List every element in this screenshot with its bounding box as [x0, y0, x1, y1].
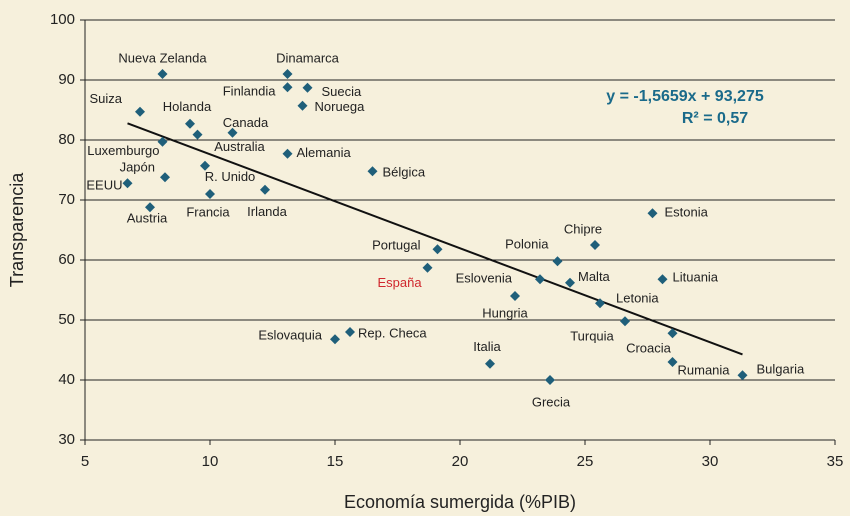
x-tick-label: 20 — [452, 453, 469, 470]
y-tick-label: 50 — [58, 311, 75, 328]
x-tick-label: 10 — [202, 453, 219, 470]
point-label: Francia — [186, 204, 230, 219]
point-label: Malta — [578, 269, 611, 284]
point-label: Holanda — [163, 99, 212, 114]
point — [145, 202, 155, 213]
equation: y = -1,5659x + 93,275 — [606, 88, 764, 105]
point — [122, 178, 133, 189]
point — [647, 208, 658, 219]
point-label: Irlanda — [247, 204, 288, 219]
point — [200, 160, 210, 171]
point-label: Turquia — [570, 329, 614, 344]
point-label: R. Unido — [205, 169, 256, 184]
point-label: Rep. Checa — [358, 325, 427, 340]
point — [330, 334, 340, 345]
point — [510, 291, 520, 301]
point-label: Polonia — [505, 237, 549, 252]
point-label: Noruega — [315, 99, 366, 114]
point-label: Eslovaquia — [258, 328, 322, 343]
point — [135, 106, 145, 117]
point — [595, 298, 605, 309]
point — [185, 118, 195, 129]
y-tick-label: 70 — [58, 191, 75, 208]
y-tick-label: 30 — [58, 431, 75, 448]
point — [545, 375, 555, 385]
point-label: Estonia — [665, 205, 709, 220]
x-tick-label: 15 — [327, 453, 344, 470]
y-tick-label: 100 — [50, 11, 75, 28]
point-label: Chipre — [564, 221, 602, 236]
point-label: Nueva Zelanda — [118, 50, 207, 65]
point — [260, 184, 270, 195]
trendline — [127, 122, 743, 356]
point-label: Suecia — [322, 84, 363, 99]
point-label: Eslovenia — [456, 271, 513, 286]
point — [282, 148, 293, 159]
point-label: Australia — [214, 139, 265, 154]
y-tick-label: 60 — [58, 251, 75, 268]
point — [302, 82, 313, 93]
point-label: Alemania — [297, 145, 352, 160]
point-label: Luxemburgo — [87, 143, 159, 158]
point-label: Letonia — [616, 291, 659, 306]
y-tick-label: 80 — [58, 131, 75, 148]
point-label: Canada — [223, 115, 269, 130]
point-label: Hungria — [482, 305, 528, 320]
point — [590, 240, 600, 250]
point-label: España — [377, 275, 422, 290]
point — [552, 256, 563, 267]
point — [657, 274, 668, 285]
point-label: Bulgaria — [757, 362, 805, 377]
point — [667, 357, 678, 367]
point — [565, 277, 575, 288]
r-squared: R² = 0,57 — [682, 110, 748, 127]
point — [667, 328, 678, 339]
x-tick-label: 35 — [827, 453, 844, 470]
point — [620, 316, 630, 327]
point — [205, 189, 215, 199]
point — [297, 100, 308, 111]
point — [160, 172, 170, 183]
point-label: Grecia — [532, 394, 571, 409]
point-label: Austria — [127, 211, 168, 226]
point-label: Rumania — [678, 362, 731, 377]
point-label: Japón — [120, 160, 155, 175]
y-axis-title: Transparencia — [7, 172, 27, 287]
x-tick-label: 5 — [81, 453, 89, 470]
point — [282, 69, 293, 79]
x-tick-label: 25 — [577, 453, 594, 470]
point — [157, 136, 168, 147]
point — [282, 82, 293, 93]
point-label: Bélgica — [383, 165, 426, 180]
point-label: Dinamarca — [276, 50, 340, 65]
point — [192, 129, 203, 140]
point — [485, 358, 495, 369]
point — [345, 327, 355, 337]
point — [422, 262, 433, 273]
point-label: Finlandia — [223, 84, 277, 99]
y-tick-label: 40 — [58, 371, 75, 388]
x-tick-label: 30 — [702, 453, 719, 470]
point — [535, 274, 545, 285]
point-label: EEUU — [86, 178, 122, 193]
point — [737, 370, 748, 381]
point — [367, 166, 378, 177]
x-axis-title: Economía sumergida (%PIB) — [344, 492, 576, 512]
point-label: Italia — [473, 339, 501, 354]
point-label: Portugal — [372, 238, 421, 253]
point — [157, 69, 168, 79]
point-label: Croacia — [626, 341, 672, 356]
point-label: Lituania — [673, 270, 719, 285]
point-label: Suiza — [89, 91, 122, 106]
point — [432, 244, 443, 255]
y-tick-label: 90 — [58, 71, 75, 88]
point — [227, 127, 238, 138]
